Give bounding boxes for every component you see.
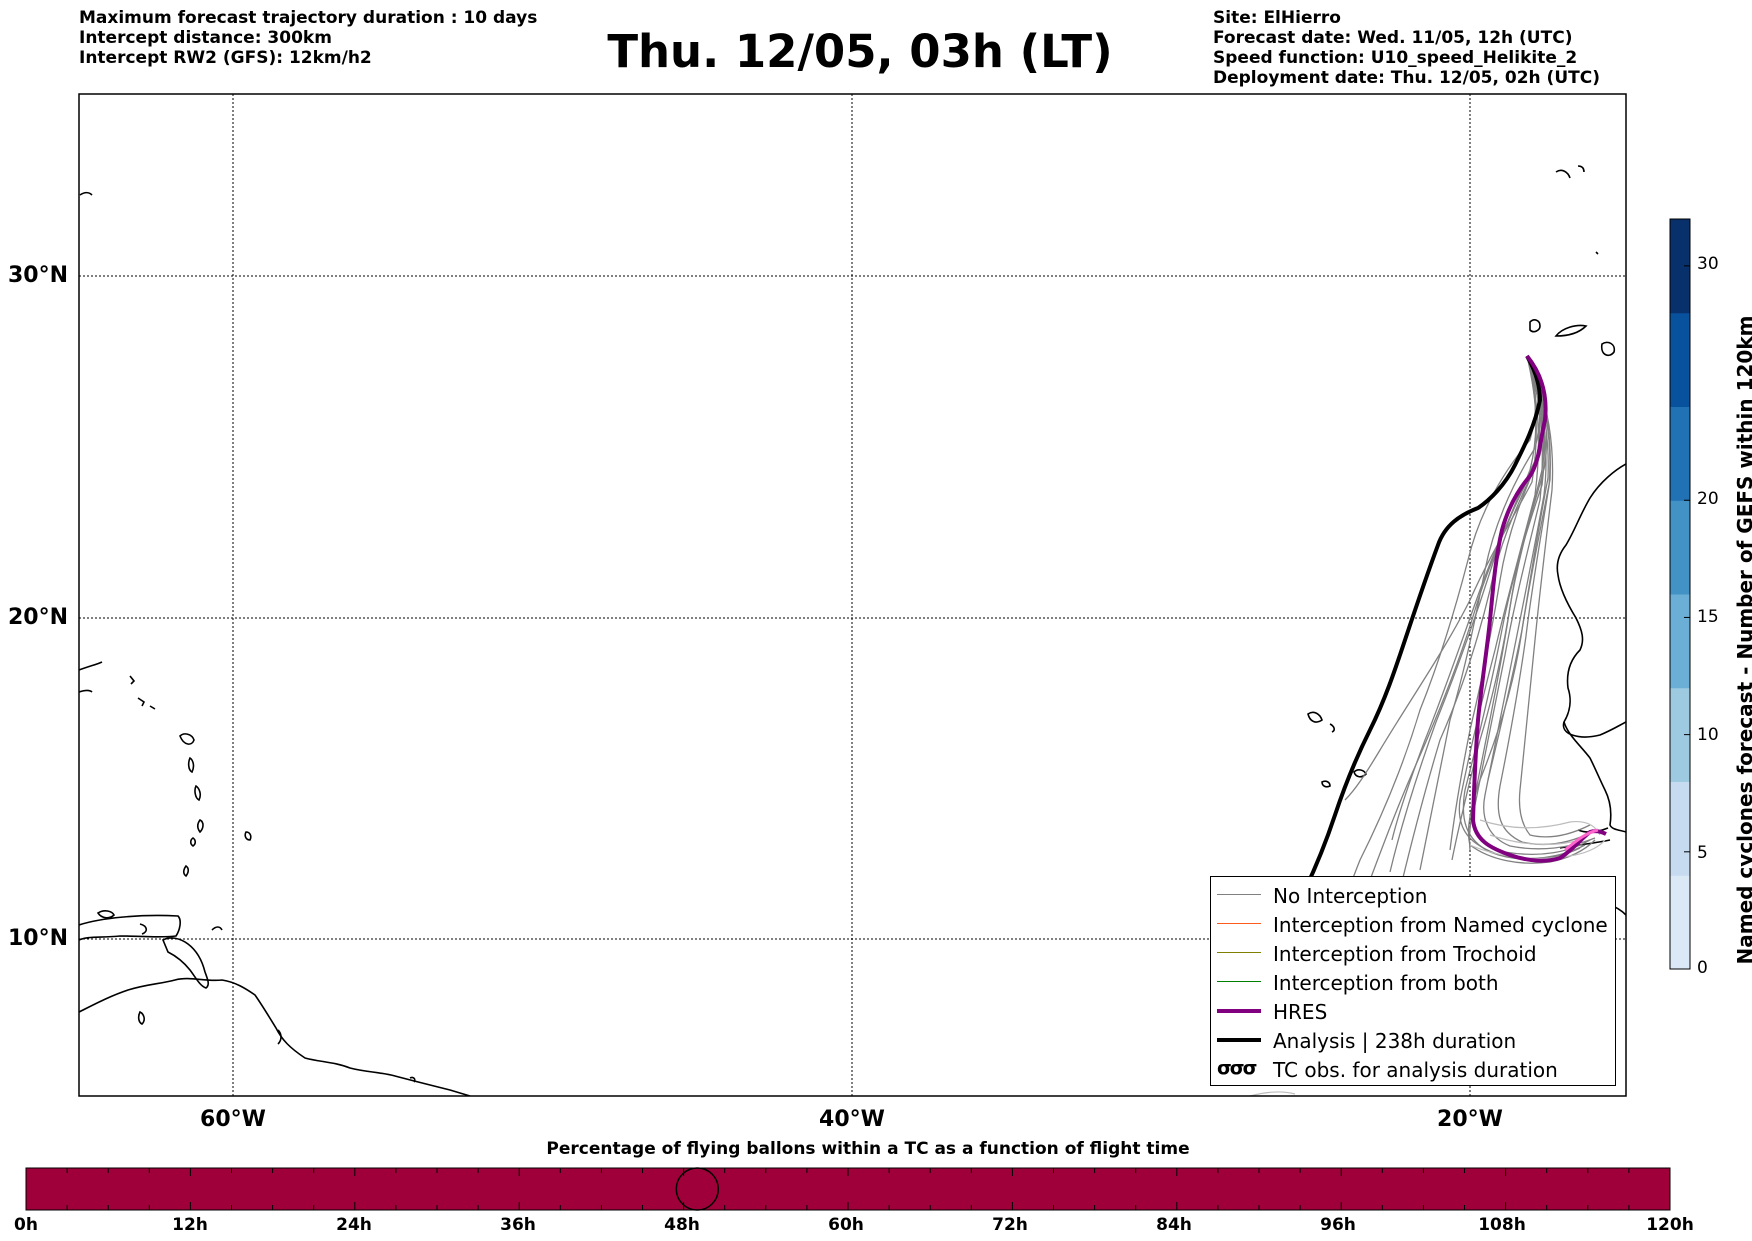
timebar-current-marker — [675, 1167, 720, 1211]
time-tick-label: 48h — [664, 1215, 700, 1235]
legend-item-analysis: Analysis | 238h duration — [1211, 1026, 1615, 1054]
time-tick-label: 108h — [1478, 1215, 1526, 1235]
coastline-africa — [1307, 165, 1626, 916]
hres-trajectory — [1470, 354, 1607, 863]
time-tick-label: 36h — [500, 1215, 536, 1235]
time-tick-label: 84h — [1156, 1215, 1192, 1235]
time-tick-label: 72h — [992, 1215, 1028, 1235]
map-gridlines — [79, 94, 1626, 1096]
lat-label-20n: 20°N — [8, 605, 69, 630]
time-tick-label: 24h — [336, 1215, 372, 1235]
colorbar-segment — [1670, 594, 1690, 689]
time-tick-label: 0h — [14, 1215, 38, 1235]
legend-line-sample — [1217, 894, 1261, 895]
intercept-distance-text: Intercept distance: 300km — [79, 28, 332, 48]
lon-label-60w: 60°W — [200, 1107, 266, 1132]
max-duration-text: Maximum forecast trajectory duration : 1… — [79, 8, 538, 28]
legend-label: Interception from Named cyclone — [1273, 913, 1608, 937]
deployment-date-text: Deployment date: Thu. 12/05, 02h (UTC) — [1213, 68, 1600, 88]
colorbar-segment — [1670, 500, 1690, 595]
lon-label-40w: 40°W — [819, 1107, 885, 1132]
legend-item-trochoid: Interception from Trochoid — [1211, 939, 1615, 967]
colorbar-tick: 5 — [1697, 843, 1708, 863]
colorbar-segment — [1670, 312, 1690, 407]
coastline-americas — [79, 191, 471, 1096]
forecast-settings-block: Maximum forecast trajectory duration : 1… — [79, 8, 537, 68]
lat-label-10n: 10°N — [8, 926, 69, 951]
speed-function-text: Speed function: U10_speed_Helikite_2 — [1213, 48, 1578, 68]
legend-line-sample — [1217, 923, 1261, 924]
site-text: Site: ElHierro — [1213, 8, 1341, 28]
colorbar-tick: 15 — [1697, 607, 1719, 627]
colorbar — [1669, 218, 1691, 970]
colorbar-frame — [1669, 218, 1691, 970]
hres-trajectory-tail — [1564, 828, 1599, 852]
page-title: Thu. 12/05, 03h (LT) — [607, 25, 1113, 78]
lon-label-20w: 20°W — [1437, 1107, 1503, 1132]
legend-label: Interception from Trochoid — [1273, 942, 1537, 966]
colorbar-segment — [1670, 687, 1690, 782]
colorbar-title: Named cyclones forecast - Number of GEFS… — [1733, 315, 1752, 965]
legend-line-sample — [1217, 981, 1261, 982]
legend-item-named-cyclone: Interception from Named cyclone — [1211, 910, 1615, 938]
legend-line-sample — [1217, 1038, 1261, 1042]
legend-item-hres: HRES — [1211, 997, 1615, 1025]
colorbar-segment — [1670, 406, 1690, 501]
timebar-title: Percentage of flying ballons within a TC… — [546, 1139, 1190, 1159]
legend-item-tc-obs: σσσ TC obs. for analysis duration — [1211, 1055, 1615, 1083]
time-tick-label: 96h — [1320, 1215, 1356, 1235]
legend-label: TC obs. for analysis duration — [1273, 1058, 1558, 1082]
legend-label: Interception from both — [1273, 971, 1499, 995]
colorbar-segment — [1670, 219, 1690, 314]
time-tick-label: 60h — [828, 1215, 864, 1235]
site-info-block: Site: ElHierro Forecast date: Wed. 11/05… — [1213, 8, 1600, 88]
colorbar-tick: 20 — [1697, 489, 1719, 509]
faint-trajectories — [1249, 819, 1611, 1096]
legend: No Interception Interception from Named … — [1210, 876, 1616, 1086]
legend-label: No Interception — [1273, 884, 1428, 908]
colorbar-segment — [1670, 875, 1690, 970]
lat-label-30n: 30°N — [8, 263, 69, 288]
time-tick-label: 12h — [172, 1215, 208, 1235]
gefs-trajectories — [1339, 355, 1596, 921]
legend-line-sample — [1217, 952, 1261, 953]
colorbar-segment — [1670, 781, 1690, 876]
legend-line-sample — [1217, 1009, 1261, 1013]
colorbar-tick: 0 — [1697, 958, 1708, 978]
map-frame — [78, 93, 1627, 1097]
tc-symbol-icon: σσσ — [1217, 1057, 1257, 1079]
time-tick-label: 120h — [1646, 1215, 1694, 1235]
intercept-rw2-text: Intercept RW2 (GFS): 12km/h2 — [79, 48, 372, 68]
legend-item-no-interception: No Interception — [1211, 881, 1615, 909]
analysis-trajectory — [1260, 355, 1543, 964]
legend-label: Analysis | 238h duration — [1273, 1029, 1517, 1053]
legend-label: HRES — [1273, 1000, 1328, 1024]
flight-time-bar — [25, 1167, 1671, 1211]
colorbar-tick: 30 — [1697, 254, 1719, 274]
legend-item-both: Interception from both — [1211, 968, 1615, 996]
colorbar-tick: 10 — [1697, 725, 1719, 745]
forecast-date-text: Forecast date: Wed. 11/05, 12h (UTC) — [1213, 28, 1573, 48]
